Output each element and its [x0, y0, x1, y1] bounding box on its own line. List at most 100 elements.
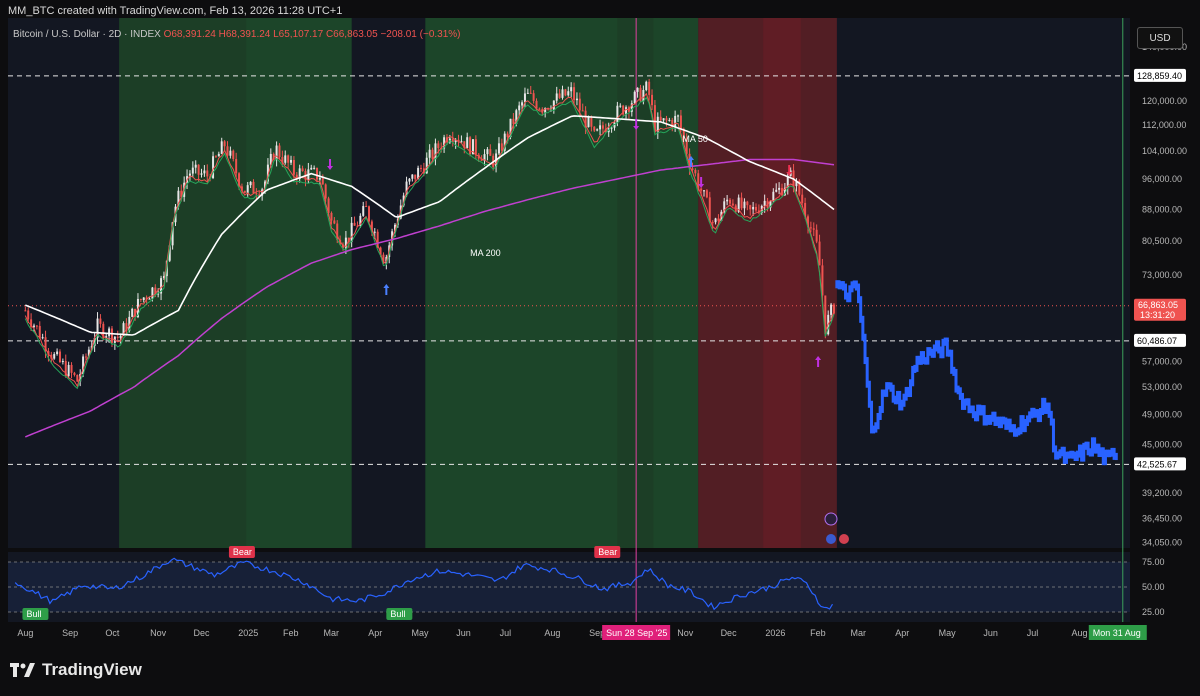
candle-body-62: [203, 170, 206, 174]
rsi-tick-0: 75.00: [1142, 557, 1165, 567]
candle-body-51: [171, 222, 174, 246]
candle-body-240: [717, 218, 720, 221]
candle-body-273: [812, 228, 815, 230]
candle-body-159: [483, 154, 486, 161]
signal-arrow-up-icon: [688, 156, 695, 167]
candle-body-121: [373, 231, 376, 233]
projection-bar-60: [965, 398, 969, 406]
divergence-badge-0: [22, 608, 49, 620]
candle-body-85: [269, 153, 272, 165]
candle-body-20: [82, 356, 85, 374]
projection-bar-114: [1082, 442, 1086, 462]
candle-body-154: [469, 137, 472, 155]
projection-bar-28: [896, 390, 900, 405]
candle-body-233: [697, 173, 700, 189]
price-tick-8: 73,000.00: [1142, 270, 1182, 280]
candle-body-207: [622, 105, 625, 115]
projection-bar-11: [859, 296, 863, 323]
candle-body-224: [671, 119, 674, 127]
candle-body-102: [318, 178, 321, 180]
signal-arrow-down-icon: [698, 177, 705, 188]
projection-bar-92: [1034, 409, 1038, 418]
signal-arrow-up-icon: [815, 356, 822, 367]
projection-bar-107: [1067, 451, 1071, 459]
candle-body-120: [370, 221, 373, 233]
candle-body-205: [616, 105, 619, 123]
currency-button[interactable]: USD: [1137, 27, 1183, 49]
projection-bar-19: [876, 412, 880, 430]
candle-body-178: [538, 108, 541, 110]
ma50-line: [25, 115, 835, 336]
projection-bar-31: [902, 393, 906, 407]
level-label-bg-15: [1134, 457, 1186, 471]
time-tick-17: 2026: [765, 628, 785, 638]
projection-bar-45: [932, 344, 936, 358]
candle-body-194: [584, 110, 587, 128]
projection-bar-127: [1110, 447, 1114, 457]
price-tick-18: 34,050.00: [1142, 537, 1182, 547]
projection-bar-8: [852, 280, 856, 289]
tradingview-logo-icon: [10, 663, 35, 677]
projection-bar-101: [1054, 445, 1058, 460]
time-tick-21: May: [939, 628, 957, 638]
candle-body-59: [194, 164, 197, 168]
candle-body-53: [177, 190, 180, 207]
projection-bar-113: [1080, 444, 1084, 462]
ema-fast-line: [24, 92, 835, 388]
candle-body-7: [44, 337, 47, 352]
candle-body-30: [110, 328, 113, 343]
candle-body-135: [414, 174, 417, 180]
candle-body-77: [246, 185, 249, 193]
candle-body-243: [726, 199, 729, 202]
projection-bar-122: [1099, 447, 1103, 457]
projection-bar-95: [1041, 397, 1045, 416]
divergence-badge-3: [594, 546, 621, 558]
candle-body-90: [284, 155, 287, 163]
time-tick-20: Apr: [895, 628, 909, 638]
candle-body-215: [645, 81, 648, 90]
candle-body-48: [162, 276, 165, 279]
projection-bar-128: [1112, 447, 1116, 460]
candle-body-180: [544, 108, 547, 113]
projection-bar-71: [989, 414, 993, 425]
candle-body-37: [131, 308, 134, 317]
candle-body-225: [674, 115, 677, 127]
candle-body-101: [316, 167, 319, 180]
projection-bar-112: [1077, 444, 1081, 458]
candle-body-200: [601, 125, 604, 129]
candle-body-199: [599, 125, 602, 130]
candle-body-150: [457, 139, 460, 143]
projection-bar-5: [846, 292, 850, 303]
candle-body-187: [564, 89, 567, 96]
candle-body-14: [64, 360, 67, 377]
candle-body-242: [723, 201, 726, 212]
projection-bar-50: [943, 337, 947, 346]
projection-bar-59: [963, 398, 967, 410]
divergence-label-1: Bear: [233, 547, 252, 557]
projection-bar-115: [1084, 441, 1088, 450]
candle-body-6: [41, 337, 44, 339]
candle-body-191: [575, 98, 578, 101]
candle-body-15: [67, 364, 70, 377]
projection-bar-55: [954, 368, 958, 393]
candle-body-269: [801, 194, 804, 203]
candle-body-66: [214, 156, 217, 158]
crosshair-date-label: Sun 28 Sep '25: [606, 628, 667, 638]
projection-bar-58: [960, 392, 964, 410]
level-label-bg-1: [1134, 68, 1186, 82]
candle-body-5: [38, 325, 41, 339]
projection-bar-104: [1060, 446, 1064, 457]
candle-body-176: [532, 93, 535, 101]
candle-body-237: [708, 197, 711, 223]
candle-body-217: [651, 94, 654, 106]
time-axis: [0, 624, 1200, 642]
candle-body-253: [755, 206, 757, 211]
time-tick-4: Dec: [193, 628, 210, 638]
candle-body-169: [512, 118, 515, 124]
candle-body-222: [665, 118, 668, 121]
projection-bar-41: [924, 357, 928, 365]
candle-body-232: [694, 169, 697, 174]
candle-body-236: [705, 190, 708, 198]
candle-body-70: [226, 146, 229, 156]
